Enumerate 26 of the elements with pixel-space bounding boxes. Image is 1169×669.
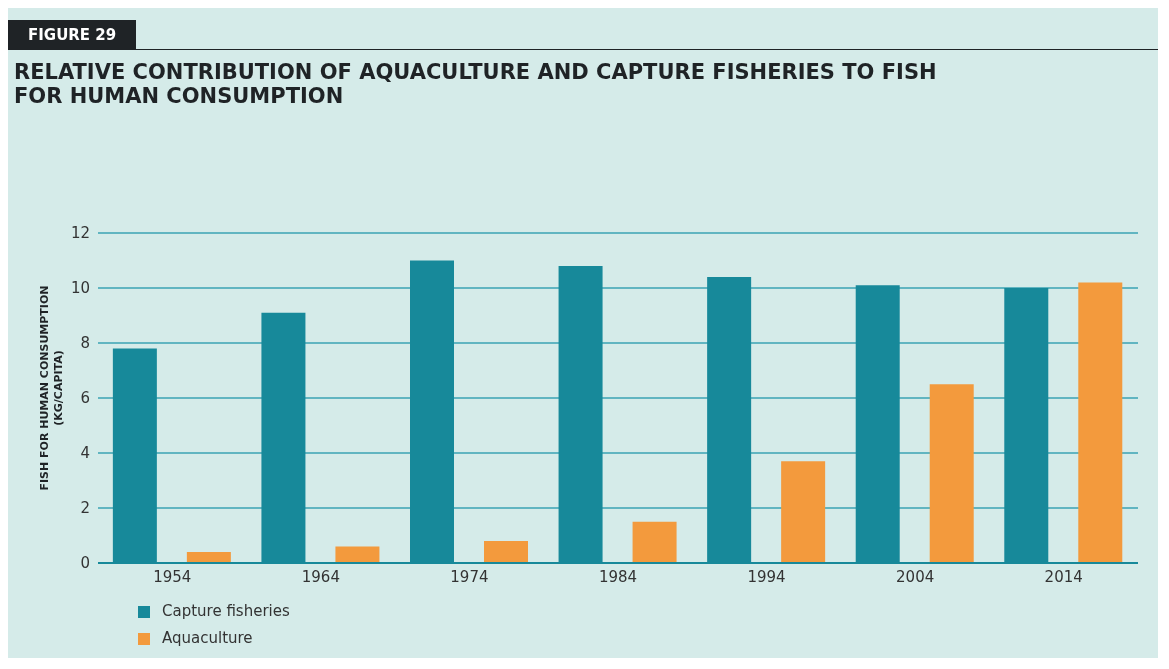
x-tick-label: 1964 xyxy=(301,567,340,586)
caption: FIGURE 29 xyxy=(8,20,137,50)
x-tick-label: 2004 xyxy=(896,567,935,586)
y-tick-label: 4 xyxy=(80,444,90,463)
y-tick-label: 12 xyxy=(70,224,90,243)
legend-label: Capture fisheries xyxy=(162,601,290,622)
bar xyxy=(632,521,677,563)
bar xyxy=(781,461,826,563)
chart-title: RELATIVE CONTRIBUTION OF AQUACULTURE AND CAPTURE FISHERIES TO FISH FOR HUMAN CONSUMPTION xyxy=(14,60,937,108)
x-tick-label: 1984 xyxy=(598,567,638,586)
y-tick-label: 2 xyxy=(80,499,90,518)
y-tick-label: 10 xyxy=(70,279,90,298)
bar xyxy=(186,552,231,563)
bar xyxy=(929,384,974,563)
bar xyxy=(484,541,528,563)
x-tick-label: 1954 xyxy=(153,567,192,586)
x-tick-label: 1994 xyxy=(747,567,786,586)
bar xyxy=(1078,282,1123,563)
y-tick-label: 8 xyxy=(80,334,90,353)
y-axis-title: FISH FOR HUMAN CONSUMPTION (KG/CAPITA) xyxy=(38,285,65,491)
x-tick-label: 1974 xyxy=(450,567,489,586)
legend-label: Aquaculture xyxy=(162,628,253,649)
bar xyxy=(335,546,380,563)
y-tick-label: 0 xyxy=(80,554,90,573)
y-tick-label: 6 xyxy=(80,389,90,408)
x-tick-label: 2014 xyxy=(1044,567,1083,586)
